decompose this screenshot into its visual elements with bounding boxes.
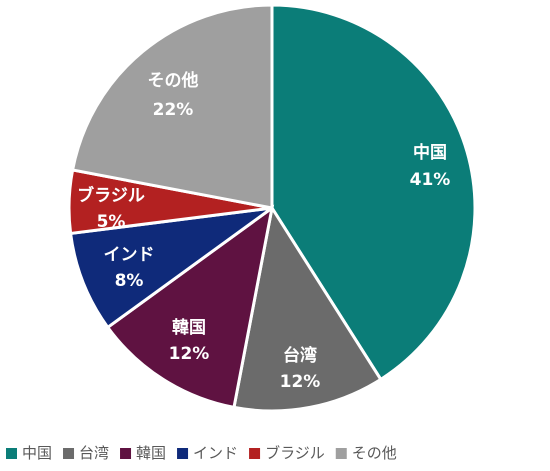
pie-slices [67, 3, 477, 413]
legend-label: その他 [352, 444, 397, 462]
slice-category-label: 中国 [413, 142, 447, 163]
slice-category-label: ブラジル [77, 185, 145, 206]
legend-label: 韓国 [136, 444, 166, 462]
pie-slice-2 [105, 204, 275, 410]
slice-percent-label: 41% [410, 170, 451, 190]
slice-percent-label: 22% [153, 100, 194, 120]
slice-category-label: 韓国 [172, 317, 206, 338]
pie-slice-5 [70, 3, 274, 210]
slice-percent-label: 12% [169, 344, 210, 364]
slice-category-label: 台湾 [283, 345, 317, 366]
legend-swatch [6, 448, 17, 459]
slice-labels: 中国 41% 台湾 12% 韓国 12% インド 8% ブラジル 5% その他 22% [77, 70, 450, 392]
legend-swatch [63, 448, 75, 459]
legend-label: インド [193, 444, 238, 462]
pie-slice-1 [232, 203, 383, 413]
legend-swatch [335, 448, 347, 459]
legend-swatch [177, 448, 189, 459]
slice-percent-label: 12% [280, 372, 321, 392]
slice-category-label: インド [104, 245, 155, 265]
legend-label: 中国 [22, 444, 52, 462]
pie-slice-3 [68, 206, 273, 330]
legend-swatch [120, 448, 132, 459]
slice-percent-label: 8% [115, 271, 144, 291]
legend-label: 台湾 [79, 444, 109, 462]
legend-swatch [249, 448, 261, 459]
legend: 中国 台湾 韓国 インド ブラジル その他 [6, 444, 397, 462]
slice-percent-label: 5% [97, 212, 126, 232]
slice-category-label: その他 [148, 70, 199, 91]
legend-label: ブラジル [265, 444, 325, 462]
